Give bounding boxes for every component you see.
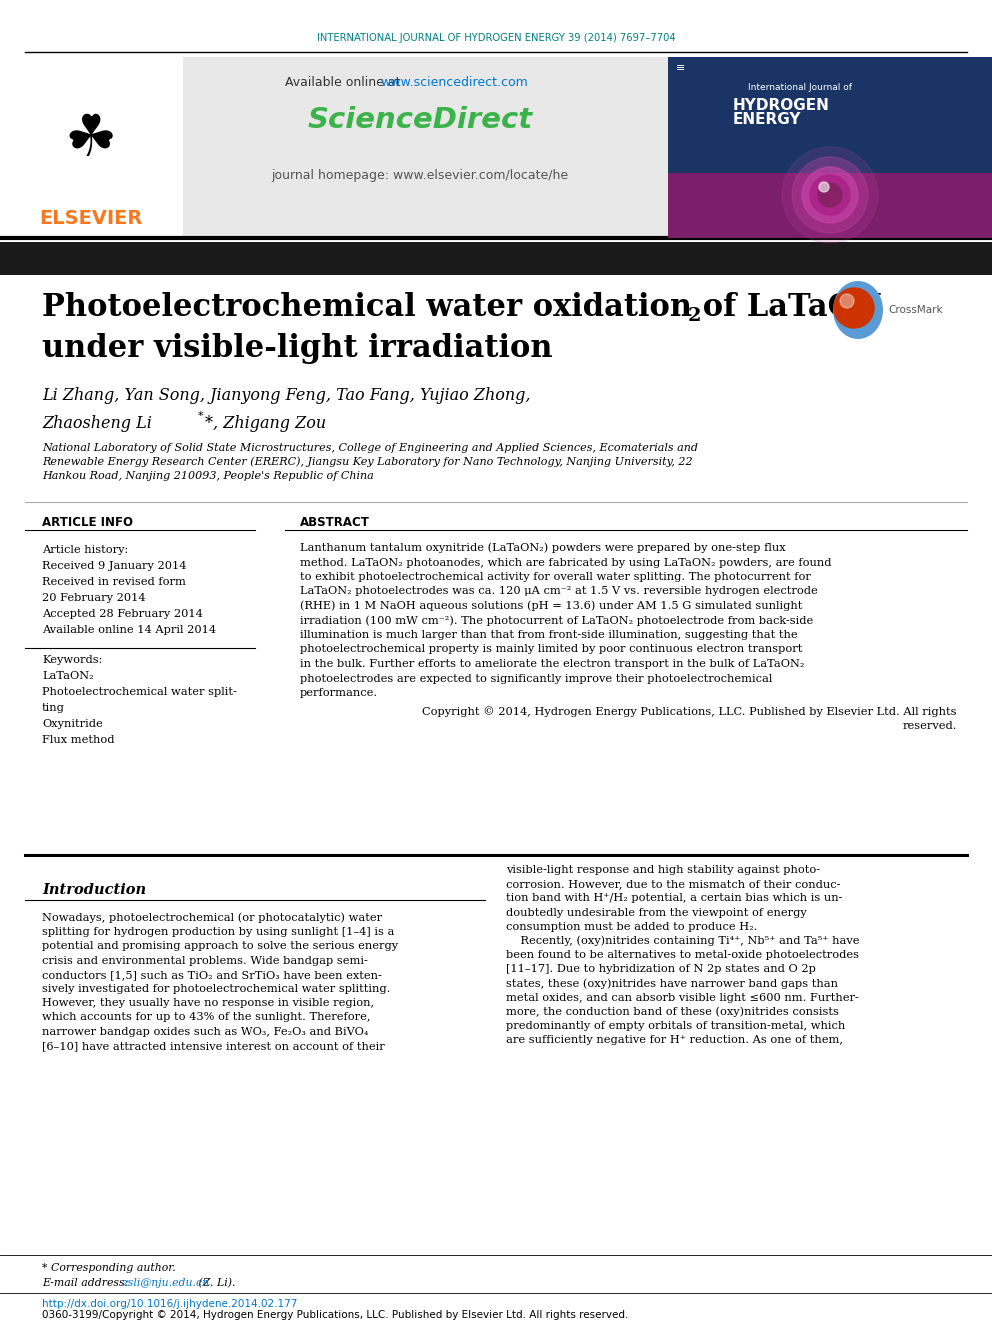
Text: potential and promising approach to solve the serious energy: potential and promising approach to solv… [42, 942, 398, 951]
Text: * Corresponding author.: * Corresponding author. [42, 1263, 176, 1273]
Text: National Laboratory of Solid State Microstructures, College of Engineering and A: National Laboratory of Solid State Micro… [42, 443, 698, 452]
Bar [668, 57, 992, 238]
Circle shape [792, 157, 868, 233]
Text: ☘: ☘ [64, 111, 117, 168]
Text: irradiation (100 mW cm⁻²). The photocurrent of LaTaON₂ photoelectrode from back-: irradiation (100 mW cm⁻²). The photocurr… [300, 615, 813, 626]
Text: Recently, (oxy)nitrides containing Ti⁴⁺, Nb⁵⁺ and Ta⁵⁺ have: Recently, (oxy)nitrides containing Ti⁴⁺,… [506, 935, 859, 946]
Text: INTERNATIONAL JOURNAL OF HYDROGEN ENERGY 39 (2014) 7697–7704: INTERNATIONAL JOURNAL OF HYDROGEN ENERGY… [316, 33, 676, 44]
Text: Introduction: Introduction [42, 882, 146, 897]
Circle shape [810, 175, 850, 216]
Text: sively investigated for photoelectrochemical water splitting.: sively investigated for photoelectrochem… [42, 984, 391, 994]
Text: ting: ting [42, 703, 64, 713]
Text: International Journal of: International Journal of [748, 83, 852, 93]
Text: under visible-light irradiation: under visible-light irradiation [42, 332, 553, 364]
Text: ARTICLE INFO: ARTICLE INFO [42, 516, 133, 528]
Text: ELSEVIER: ELSEVIER [40, 209, 143, 228]
Text: *: * [198, 411, 203, 421]
Circle shape [840, 294, 854, 308]
Text: crisis and environmental problems. Wide bandgap semi-: crisis and environmental problems. Wide … [42, 955, 368, 966]
Text: metal oxides, and can absorb visible light ≤600 nm. Further-: metal oxides, and can absorb visible lig… [506, 992, 859, 1003]
Text: tion band with H⁺/H₂ potential, a certain bias which is un-: tion band with H⁺/H₂ potential, a certai… [506, 893, 842, 904]
Text: Zhaosheng Li: Zhaosheng Li [42, 414, 152, 431]
Text: predominantly of empty orbitals of transition-metal, which: predominantly of empty orbitals of trans… [506, 1021, 845, 1031]
Text: Article history:: Article history: [42, 545, 128, 556]
Text: in the bulk. Further efforts to ameliorate the electron transport in the bulk of: in the bulk. Further efforts to ameliora… [300, 659, 805, 669]
Text: illumination is much larger than that from front-side illumination, suggesting t: illumination is much larger than that fr… [300, 630, 798, 640]
Text: method. LaTaON₂ photoanodes, which are fabricated by using LaTaON₂ powders, are : method. LaTaON₂ photoanodes, which are f… [300, 557, 831, 568]
Text: conductors [1,5] such as TiO₂ and SrTiO₃ have been exten-: conductors [1,5] such as TiO₂ and SrTiO₃… [42, 970, 382, 980]
Text: Available online at: Available online at [285, 77, 405, 90]
Text: been found to be alternatives to metal-oxide photoelectrodes: been found to be alternatives to metal-o… [506, 950, 859, 960]
Text: CrossMark: CrossMark [888, 306, 942, 315]
Text: corrosion. However, due to the mismatch of their conduc-: corrosion. However, due to the mismatch … [506, 880, 840, 889]
Text: *, Zhigang Zou: *, Zhigang Zou [205, 414, 326, 431]
Text: Accepted 28 February 2014: Accepted 28 February 2014 [42, 609, 203, 619]
Bar [668, 173, 992, 238]
Text: Keywords:: Keywords: [42, 655, 102, 665]
Text: visible-light response and high stability against photo-: visible-light response and high stabilit… [506, 865, 820, 875]
Text: (RHE) in 1 M NaOH aqueous solutions (pH = 13.6) under AM 1.5 G simulated sunligh: (RHE) in 1 M NaOH aqueous solutions (pH … [300, 601, 803, 611]
Ellipse shape [833, 280, 883, 339]
Text: Photoelectrochemical water oxidation of LaTaON: Photoelectrochemical water oxidation of … [42, 292, 882, 324]
Text: ENERGY: ENERGY [733, 112, 802, 127]
Text: reserved.: reserved. [903, 721, 957, 732]
Text: 2: 2 [688, 307, 701, 325]
Bar [0, 57, 992, 238]
Text: 0360-3199/Copyright © 2014, Hydrogen Energy Publications, LLC. Published by Else: 0360-3199/Copyright © 2014, Hydrogen Ene… [42, 1310, 628, 1320]
Text: to exhibit photoelectrochemical activity for overall water splitting. The photoc: to exhibit photoelectrochemical activity… [300, 572, 810, 582]
Circle shape [834, 288, 874, 328]
Circle shape [802, 167, 858, 224]
Text: LaTaON₂: LaTaON₂ [42, 671, 93, 681]
Text: consumption must be added to produce H₂.: consumption must be added to produce H₂. [506, 922, 757, 931]
Text: ABSTRACT: ABSTRACT [300, 516, 370, 528]
Text: Copyright © 2014, Hydrogen Energy Publications, LLC. Published by Elsevier Ltd. : Copyright © 2014, Hydrogen Energy Public… [423, 706, 957, 717]
Text: narrower bandgap oxides such as WO₃, Fe₂O₃ and BiVO₄: narrower bandgap oxides such as WO₃, Fe₂… [42, 1027, 368, 1037]
Text: 20 February 2014: 20 February 2014 [42, 593, 146, 603]
Text: Oxynitride: Oxynitride [42, 718, 103, 729]
Bar [0, 242, 992, 275]
Text: photoelectrochemical property is mainly limited by poor continuous electron tran: photoelectrochemical property is mainly … [300, 644, 803, 655]
Bar [0, 57, 183, 238]
Text: more, the conduction band of these (oxy)nitrides consists: more, the conduction band of these (oxy)… [506, 1007, 839, 1017]
Text: However, they usually have no response in visible region,: However, they usually have no response i… [42, 998, 374, 1008]
Text: Received in revised form: Received in revised form [42, 577, 186, 587]
Text: Flux method: Flux method [42, 736, 114, 745]
Text: states, these (oxy)nitrides have narrower band gaps than: states, these (oxy)nitrides have narrowe… [506, 978, 838, 988]
Text: ≡: ≡ [676, 64, 685, 73]
Text: E-mail address:: E-mail address: [42, 1278, 132, 1289]
Text: Renewable Energy Research Center (ERERC), Jiangsu Key Laboratory for Nano Techno: Renewable Energy Research Center (ERERC)… [42, 456, 692, 467]
Text: Hankou Road, Nanjing 210093, People's Republic of China: Hankou Road, Nanjing 210093, People's Re… [42, 471, 374, 482]
Circle shape [819, 183, 829, 192]
Text: performance.: performance. [300, 688, 378, 699]
Text: journal homepage: www.elsevier.com/locate/he: journal homepage: www.elsevier.com/locat… [272, 168, 568, 181]
Text: Received 9 January 2014: Received 9 January 2014 [42, 561, 186, 572]
Text: doubtedly undesirable from the viewpoint of energy: doubtedly undesirable from the viewpoint… [506, 908, 806, 918]
Text: (Z. Li).: (Z. Li). [195, 1278, 235, 1289]
Text: [6–10] have attracted intensive interest on account of their: [6–10] have attracted intensive interest… [42, 1041, 385, 1050]
Text: which accounts for up to 43% of the sunlight. Therefore,: which accounts for up to 43% of the sunl… [42, 1012, 370, 1023]
Text: Li Zhang, Yan Song, Jianyong Feng, Tao Fang, Yujiao Zhong,: Li Zhang, Yan Song, Jianyong Feng, Tao F… [42, 386, 531, 404]
Circle shape [818, 183, 842, 206]
Text: HYDROGEN: HYDROGEN [733, 98, 830, 112]
Text: photoelectrodes are expected to significantly improve their photoelectrochemical: photoelectrodes are expected to signific… [300, 673, 773, 684]
Text: zsli@nju.edu.cn: zsli@nju.edu.cn [122, 1278, 209, 1289]
Text: Lanthanum tantalum oxynitride (LaTaON₂) powders were prepared by one-step flux: Lanthanum tantalum oxynitride (LaTaON₂) … [300, 542, 786, 553]
Text: [11–17]. Due to hybridization of N 2p states and O 2p: [11–17]. Due to hybridization of N 2p st… [506, 964, 815, 975]
Text: ScienceDirect: ScienceDirect [308, 106, 533, 134]
Text: http://dx.doi.org/10.1016/j.ijhydene.2014.02.177: http://dx.doi.org/10.1016/j.ijhydene.201… [42, 1299, 298, 1308]
Circle shape [782, 147, 878, 243]
Text: Available online 14 April 2014: Available online 14 April 2014 [42, 624, 216, 635]
Text: are sufficiently negative for H⁺ reduction. As one of them,: are sufficiently negative for H⁺ reducti… [506, 1036, 843, 1045]
Text: splitting for hydrogen production by using sunlight [1–4] is a: splitting for hydrogen production by usi… [42, 927, 395, 937]
Text: LaTaON₂ photoelectrodes was ca. 120 μA cm⁻² at 1.5 V vs. reversible hydrogen ele: LaTaON₂ photoelectrodes was ca. 120 μA c… [300, 586, 817, 597]
Text: Nowadays, photoelectrochemical (or photocatalytic) water: Nowadays, photoelectrochemical (or photo… [42, 913, 382, 923]
Text: www.sciencedirect.com: www.sciencedirect.com [380, 77, 528, 90]
Text: Photoelectrochemical water split-: Photoelectrochemical water split- [42, 687, 237, 697]
